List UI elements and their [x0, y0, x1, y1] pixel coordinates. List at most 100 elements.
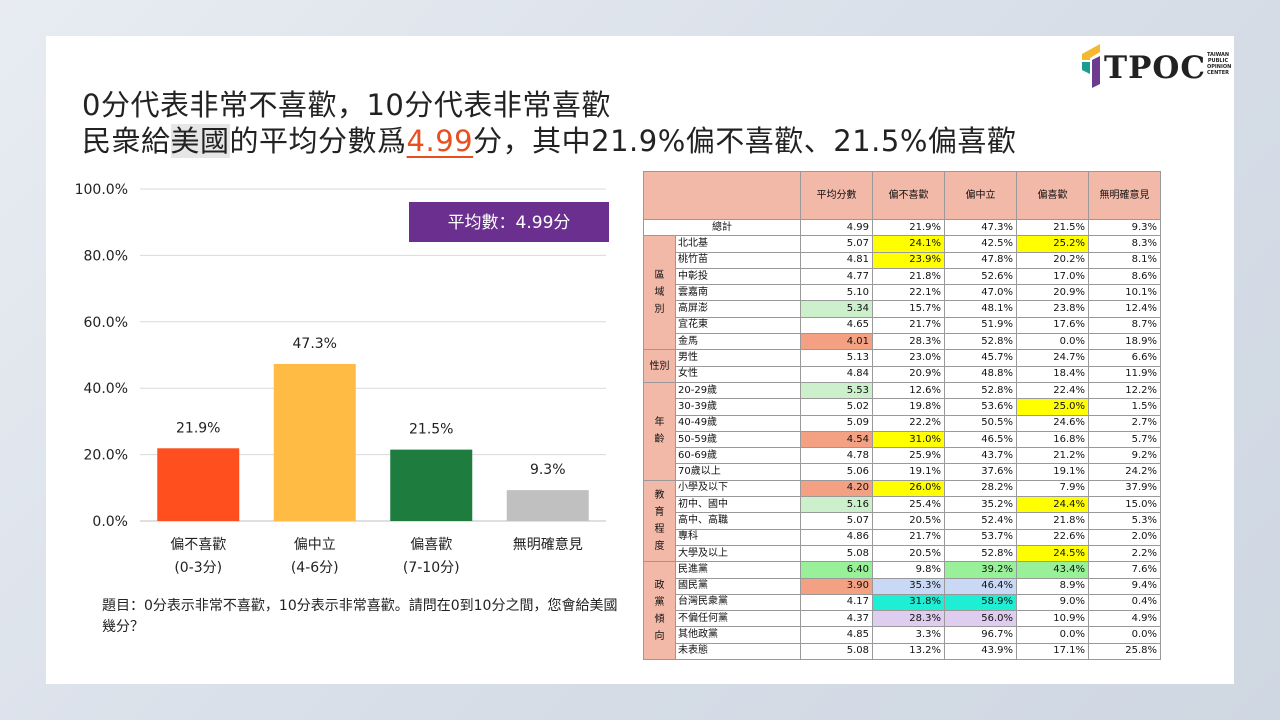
row-label: 專科 [675, 528, 801, 546]
table-cell: 4.9% [1088, 610, 1161, 628]
table-cell: 47.0% [944, 284, 1017, 302]
row-label: 男性 [675, 349, 801, 367]
question-note: 題目：0分表示非常不喜歡，10分表示非常喜歡。請問在0到10分之間，您會給美國幾… [102, 598, 618, 635]
table-cell: 56.0% [944, 610, 1017, 628]
table-row: 女性 4.84 20.9% 48.8% 18.4% 11.9% [644, 365, 1161, 383]
table-cell: 3.90 [800, 577, 873, 595]
title-part: 分，其中21.9%偏不喜歡、21.5%偏喜歡 [473, 124, 1017, 158]
table-cell: 10.1% [1088, 284, 1161, 302]
table-cell: 43.4% [1016, 561, 1089, 579]
table-cell: 18.9% [1088, 333, 1161, 351]
table-cell: 9.3% [1088, 218, 1161, 237]
table-cell: 5.02 [800, 398, 873, 416]
group-label-gender: 性別 [643, 349, 676, 383]
row-label: 台灣民衆黨 [675, 593, 801, 612]
crosstab-table: 平均分數 偏不喜歡 偏中立 偏喜歡 無明確意見 總計 4.99 21.9% 47… [643, 171, 1161, 661]
table-cell: 24.2% [1088, 463, 1161, 481]
header-cell: 平均分數 [800, 171, 873, 220]
table-cell: 22.2% [872, 414, 945, 432]
table-row: 中彰投 4.77 21.8% 52.6% 17.0% 8.6% [644, 267, 1161, 286]
row-label: 30-39歲 [675, 398, 801, 416]
table-cell: 6.6% [1088, 349, 1161, 367]
table-cell: 2.2% [1088, 544, 1161, 563]
table-cell: 52.8% [944, 381, 1017, 400]
table-cell: 42.5% [944, 235, 1017, 253]
table-cell: 20.5% [872, 544, 945, 563]
table-row: 桃竹苗 4.81 23.9% 47.8% 20.2% 8.1% [644, 251, 1161, 269]
table-cell: 51.9% [944, 316, 1017, 335]
table-cell: 4.20 [800, 479, 873, 498]
table-cell: 47.3% [944, 218, 1017, 237]
table-cell: 4.81 [800, 251, 873, 269]
header-cell: 偏中立 [944, 171, 1017, 220]
table-cell: 35.3% [872, 577, 945, 595]
table-cell: 39.2% [944, 561, 1017, 579]
table-cell: 4.37 [800, 610, 873, 628]
x-category-label: (7-10分) [403, 560, 460, 576]
slide-card: 0分代表非常不喜歡，10分代表非常喜歡 民衆給美國的平均分數爲4.99分，其中2… [46, 36, 1234, 684]
table-row: 70歲以上 5.06 19.1% 37.6% 19.1% 24.2% [644, 463, 1161, 481]
x-category-label: (0-3分) [174, 560, 222, 576]
title-country-highlight: 美國 [170, 124, 230, 158]
table-cell: 16.8% [1016, 430, 1089, 449]
table-cell: 15.7% [872, 300, 945, 318]
table-cell: 20.2% [1016, 251, 1089, 269]
table-cell: 5.7% [1088, 430, 1161, 449]
table-row: 國民黨 3.90 35.3% 46.4% 8.9% 9.4% [644, 577, 1161, 595]
table-cell: 20.9% [872, 365, 945, 383]
table-row: 其他政黨 4.85 3.3% 96.7% 0.0% 0.0% [644, 626, 1161, 644]
tpoc-logo: TPOC TAIWAN PUBLIC OPINION CENTER [1080, 42, 1231, 92]
table-cell: 4.54 [800, 430, 873, 449]
bar [390, 449, 473, 521]
table-cell: 4.01 [800, 333, 873, 351]
table-cell: 2.7% [1088, 414, 1161, 432]
table-cell: 28.2% [944, 479, 1017, 498]
row-label: 金馬 [675, 333, 801, 351]
table-cell: 25.9% [872, 447, 945, 465]
table-row: 宜花東 4.65 21.7% 51.9% 17.6% 8.7% [644, 316, 1161, 335]
table-row: 教育程度小學及以下 4.20 26.0% 28.2% 7.9% 37.9% [643, 479, 1161, 563]
table-cell: 26.0% [872, 479, 945, 498]
row-label: 初中、國中 [675, 496, 801, 514]
table-row: 初中、國中 5.16 25.4% 35.2% 24.4% 15.0% [644, 496, 1161, 514]
table-cell: 22.1% [872, 284, 945, 302]
table-cell: 4.86 [800, 528, 873, 546]
y-tick-label: 40.0% [84, 381, 128, 397]
table-row: 未表態 5.08 13.2% 43.9% 17.1% 25.8% [644, 642, 1161, 661]
table-cell: 5.16 [800, 496, 873, 514]
row-label: 70歲以上 [675, 463, 801, 481]
title-part: 民衆給 [82, 124, 171, 158]
table-row: 專科 4.86 21.7% 53.7% 22.6% 2.0% [644, 528, 1161, 546]
title-average-score: 4.99 [406, 124, 474, 158]
header-cell: 無明確意見 [1088, 171, 1161, 220]
row-label: 宜花東 [675, 316, 801, 335]
table-cell: 5.06 [800, 463, 873, 481]
row-label: 女性 [675, 365, 801, 383]
table-cell: 6.40 [800, 561, 873, 579]
table-cell: 11.9% [1088, 365, 1161, 383]
table-cell: 52.8% [944, 333, 1017, 351]
row-label: 大學及以上 [675, 544, 801, 563]
table-cell: 5.07 [800, 235, 873, 253]
bar [157, 448, 240, 521]
table-cell: 0.4% [1088, 593, 1161, 612]
bar-value-label: 9.3% [530, 462, 566, 478]
table-cell: 4.77 [800, 267, 873, 286]
logo-text: TPOC [1104, 50, 1207, 86]
table-cell: 31.0% [872, 430, 945, 449]
header-cell: 偏不喜歡 [872, 171, 945, 220]
table-row: 50-59歲 4.54 31.0% 46.5% 16.8% 5.7% [644, 430, 1161, 449]
row-label: 40-49歲 [675, 414, 801, 432]
table-cell: 21.8% [872, 267, 945, 286]
table-cell: 5.34 [800, 300, 873, 318]
table-cell: 9.8% [872, 561, 945, 579]
table-cell: 20.5% [872, 512, 945, 530]
title-part: 的平均分數爲 [229, 124, 407, 158]
table-cell: 8.1% [1088, 251, 1161, 269]
row-label: 高中、高職 [675, 512, 801, 530]
x-category-label: 偏喜歡 [410, 537, 452, 553]
table-row: 60-69歲 4.78 25.9% 43.7% 21.2% 9.2% [644, 447, 1161, 465]
table-row: 金馬 4.01 28.3% 52.8% 0.0% 18.9% [644, 333, 1161, 351]
table-cell: 5.08 [800, 544, 873, 563]
row-label: 國民黨 [675, 577, 801, 595]
